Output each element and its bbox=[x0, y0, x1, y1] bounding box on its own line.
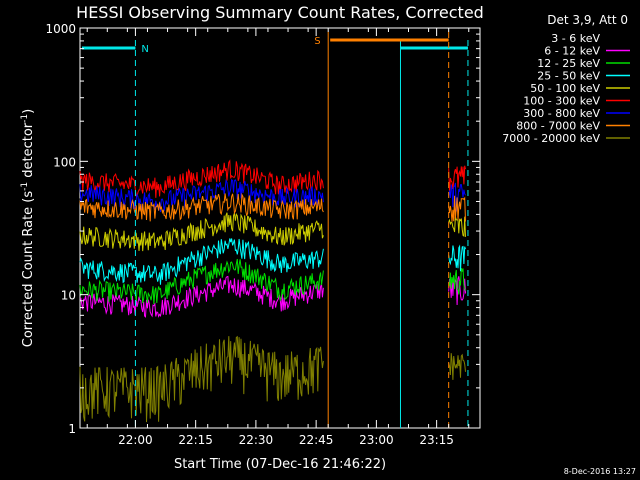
chart-title: HESSI Observing Summary Count Rates, Cor… bbox=[76, 3, 484, 22]
y-tick-label: 10 bbox=[61, 289, 76, 303]
legend-label: 25 - 50 keV bbox=[537, 70, 600, 83]
timestamp-label: 8-Dec-2016 13:27 bbox=[564, 467, 636, 476]
series-line bbox=[79, 159, 324, 198]
series-line-post bbox=[448, 216, 466, 237]
series-5 bbox=[79, 159, 466, 198]
series-line-post bbox=[448, 165, 466, 194]
legend-label: 300 - 800 keV bbox=[523, 107, 600, 120]
legend-header: Det 3,9, Att 0 bbox=[547, 13, 628, 27]
axis-layer: 22:00 22:15 22:30 22:45 23:00 23:15 1 10 100 1000 bbox=[45, 22, 480, 447]
series-line-post bbox=[448, 244, 466, 272]
legend-label: 12 - 25 keV bbox=[537, 57, 600, 70]
legend-label: 6 - 12 keV bbox=[544, 45, 600, 58]
series-line bbox=[79, 258, 324, 305]
legend-label: 50 - 100 keV bbox=[530, 82, 600, 95]
saa-label: S bbox=[314, 36, 320, 47]
x-tick-label: 23:00 bbox=[359, 433, 394, 447]
series-line bbox=[79, 238, 324, 285]
y-tick-label: 100 bbox=[53, 155, 76, 169]
series-2 bbox=[79, 258, 466, 305]
series-line bbox=[79, 335, 324, 423]
y-axis-label: Corrected Count Rate (s-1 detector-1) bbox=[20, 109, 36, 347]
legend-label: 800 - 7000 keV bbox=[516, 120, 600, 133]
series-line bbox=[79, 192, 324, 222]
y-axis-label-main: Corrected Count Rate (s bbox=[21, 191, 36, 348]
x-tick-label: 23:15 bbox=[419, 433, 454, 447]
series-line bbox=[79, 275, 324, 318]
legend-label: 3 - 6 keV bbox=[551, 32, 600, 45]
night-label: N bbox=[141, 44, 148, 55]
series-4 bbox=[79, 212, 466, 252]
x-tick-label: 22:00 bbox=[118, 433, 153, 447]
series-line-post bbox=[448, 276, 466, 306]
x-tick-label: 22:30 bbox=[239, 433, 274, 447]
y-tick-label: 1 bbox=[68, 422, 76, 436]
series-8 bbox=[79, 335, 466, 423]
x-tick-label: 22:15 bbox=[178, 433, 213, 447]
plot-frame bbox=[79, 27, 481, 429]
legend-label: 7000 - 20000 keV bbox=[502, 132, 600, 145]
series-line-post bbox=[448, 353, 466, 380]
series-line bbox=[79, 212, 324, 252]
series-7 bbox=[79, 192, 466, 222]
y-axis-label-mid: detector bbox=[21, 122, 36, 182]
y-axis-label-sup1: -1 bbox=[20, 182, 30, 191]
series-3 bbox=[79, 238, 466, 285]
series-line bbox=[79, 178, 324, 213]
series-line-post bbox=[448, 267, 466, 295]
y-tick-label: 1000 bbox=[45, 22, 76, 36]
plot-border bbox=[79, 27, 481, 429]
series-layer bbox=[79, 159, 466, 423]
series-1 bbox=[79, 275, 466, 318]
x-tick-label: 22:45 bbox=[299, 433, 334, 447]
legend-label: 100 - 300 keV bbox=[523, 95, 600, 108]
y-axis-label-end: ) bbox=[21, 109, 36, 114]
annotation-layer: NS bbox=[82, 32, 469, 428]
x-axis-label: Start Time (07-Dec-16 21:46:22) bbox=[174, 457, 386, 472]
y-axis-label-sup2: -1 bbox=[20, 114, 30, 123]
series-line-post bbox=[448, 195, 466, 222]
